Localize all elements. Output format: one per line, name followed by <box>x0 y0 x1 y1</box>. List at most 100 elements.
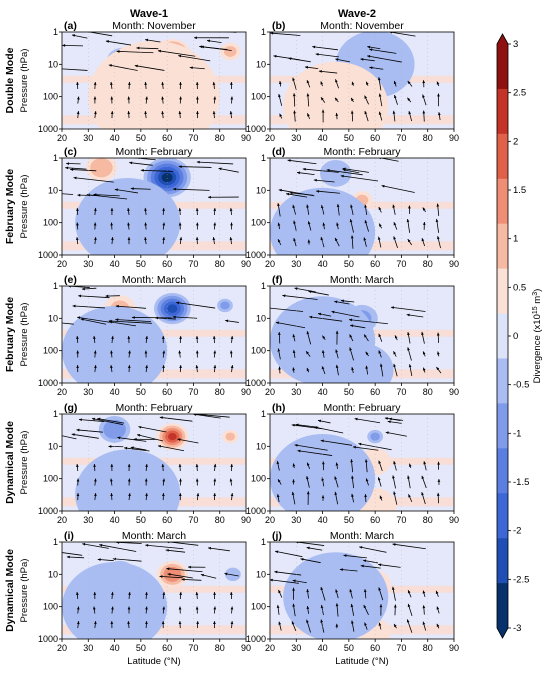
flux-arrow <box>162 365 165 373</box>
y-tick-label: 10 <box>48 441 58 451</box>
panel-title: Month: November <box>320 20 404 32</box>
y-tick-label: 10 <box>256 569 266 579</box>
y-tick-label: 1 <box>261 153 266 163</box>
flux-arrow <box>127 335 131 343</box>
arrow-head <box>364 204 367 208</box>
arrow-head <box>312 45 316 49</box>
contour-blob <box>161 172 173 183</box>
arrow-head <box>195 365 199 369</box>
flux-arrow <box>393 236 398 248</box>
contour-blob <box>223 46 237 57</box>
flux-arrow <box>178 111 182 119</box>
x-tick-label: 60 <box>162 515 172 525</box>
arrow-head <box>393 80 397 85</box>
arrow-head <box>306 462 310 466</box>
arrow-head <box>422 351 426 355</box>
flux-arrow <box>128 350 131 358</box>
flux-arrow <box>408 110 413 122</box>
x-tick-label: 90 <box>241 133 251 143</box>
flux-arrow <box>393 94 398 105</box>
flux-arrow <box>213 493 217 501</box>
flux-arrow <box>378 460 383 472</box>
flux-arrow <box>422 110 426 122</box>
panel-frame <box>269 413 455 512</box>
flux-arrow <box>392 204 396 215</box>
flux-arrow <box>179 478 182 486</box>
y-tick-label: 1000 <box>246 124 266 134</box>
flux-arrow <box>348 318 388 325</box>
flux-arrow <box>306 546 323 551</box>
flux-arrow <box>162 591 166 600</box>
flux-arrow <box>277 348 281 360</box>
flux-arrow <box>335 330 339 345</box>
arrow-head <box>421 492 424 496</box>
arrow-head <box>408 111 412 115</box>
arrow-head <box>421 475 425 480</box>
y-tick-label: 10 <box>256 441 266 451</box>
flux-arrow <box>159 575 183 579</box>
arrow-head <box>195 463 199 467</box>
x-tick-label: 20 <box>57 133 67 143</box>
flux-arrow <box>407 590 412 598</box>
arrow-head <box>422 367 426 371</box>
x-tick-label: 20 <box>265 515 275 525</box>
arrow-shaft <box>62 435 77 440</box>
flux-arrow <box>378 333 383 342</box>
arrow-head <box>200 573 205 577</box>
flux-arrow <box>363 589 367 599</box>
colorbar-segment <box>497 44 508 90</box>
flux-arrow <box>421 475 427 489</box>
flux-arrow <box>350 235 354 249</box>
arrow-head <box>196 493 200 497</box>
flux-arrow <box>349 589 353 599</box>
arrow-head <box>99 543 103 547</box>
flux-arrow <box>157 49 196 57</box>
arrow-head <box>306 93 310 97</box>
arrow-head <box>195 81 199 85</box>
arrow-head <box>178 350 182 354</box>
arrow-shaft <box>173 188 210 191</box>
arrow-shaft <box>278 189 315 197</box>
flux-arrow <box>213 350 217 358</box>
flux-arrow <box>127 207 130 216</box>
arrow-shaft <box>297 450 333 456</box>
arrow-head <box>302 167 306 171</box>
flux-arrow <box>351 81 355 86</box>
flux-arrow <box>213 621 216 629</box>
flux-arrow <box>161 463 165 471</box>
flux-arrow <box>161 335 165 343</box>
x-tick-label: 40 <box>318 133 328 143</box>
flux-arrow <box>145 621 148 629</box>
x-tick-label: 60 <box>370 133 380 143</box>
y-tick-label: 10 <box>256 313 266 323</box>
arrow-head <box>144 478 148 482</box>
flux-arrow <box>365 351 369 357</box>
arrow-head <box>437 351 440 355</box>
flux-arrow <box>277 202 281 217</box>
flux-arrow <box>76 493 80 501</box>
flux-arrow <box>229 591 233 599</box>
flux-arrow <box>172 315 198 319</box>
arrow-shaft <box>115 305 147 309</box>
contour-blob <box>225 432 235 441</box>
flux-arrow <box>363 334 369 342</box>
y-tick-label: 100 <box>251 218 266 228</box>
arrow-head <box>145 606 148 610</box>
colorbar-segment <box>497 88 508 135</box>
flux-arrow <box>127 222 130 230</box>
flux-arrow <box>200 573 217 579</box>
colorbar-tick-label: 0.5 <box>513 282 526 293</box>
arrow-head <box>196 621 199 625</box>
arrow-head <box>127 96 131 100</box>
flux-arrow <box>167 573 193 579</box>
arrow-shaft <box>178 55 211 62</box>
arrow-head <box>127 222 130 226</box>
flux-arrow <box>127 111 131 119</box>
arrow-head <box>350 459 354 463</box>
y-tick-label: 1000 <box>38 124 58 134</box>
arrow-shaft <box>275 322 306 329</box>
flux-arrow <box>292 334 296 342</box>
flux-arrow <box>436 492 440 504</box>
arrow-head <box>179 96 182 100</box>
